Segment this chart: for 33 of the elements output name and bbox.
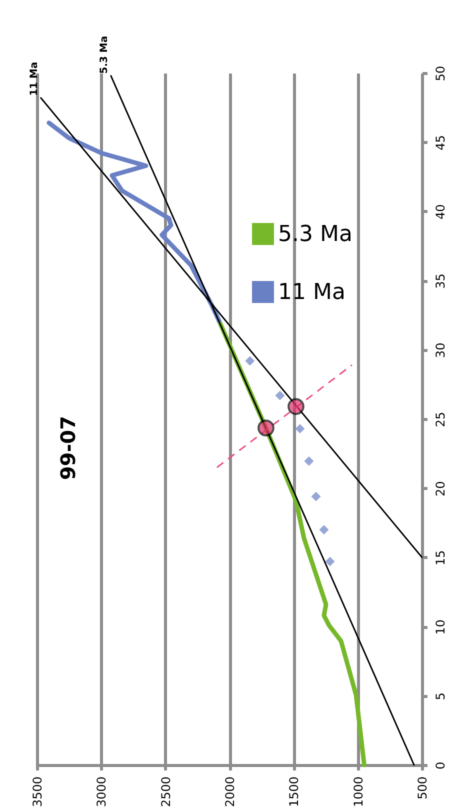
- line-series: [46, 120, 222, 323]
- legend-label: 5.3 Ma: [278, 222, 352, 247]
- point: [304, 456, 314, 466]
- y-tick-label: 45: [434, 135, 448, 150]
- y-tick-label: 50: [434, 66, 448, 82]
- y-tick-label: 25: [434, 412, 448, 428]
- annotation: 11 Ma: [28, 62, 40, 96]
- point: [275, 390, 285, 400]
- y-tick-label: 5: [434, 692, 448, 700]
- point: [245, 356, 255, 366]
- point: [288, 398, 304, 415]
- x-tick-label: 3000: [94, 776, 109, 808]
- point: [311, 492, 321, 502]
- point: [258, 420, 274, 436]
- x-tick-label: 3500: [30, 776, 44, 808]
- point: [325, 556, 335, 566]
- x-tick-label: 2000: [223, 776, 237, 808]
- legend-label: 11 Ma: [278, 280, 346, 305]
- x-tick-label: 500: [416, 776, 430, 800]
- y-tick-label: 30: [434, 342, 448, 358]
- x-tick-label: 2500: [158, 776, 173, 808]
- y-tick-label: 10: [434, 619, 448, 635]
- x-tick-label: 1000: [351, 776, 366, 808]
- y-tick-label: 40: [434, 204, 448, 220]
- annotation: 5.3 Ma: [98, 36, 110, 74]
- point: [319, 524, 329, 534]
- y-tick-label: 15: [434, 550, 448, 566]
- x-tick-label: 1500: [287, 776, 302, 808]
- y-tick-label: 0: [434, 762, 448, 770]
- annotation: 99-07: [56, 416, 80, 480]
- y-tick-label: 20: [434, 481, 448, 496]
- y-tick-label: 35: [434, 273, 448, 289]
- point: [295, 424, 305, 434]
